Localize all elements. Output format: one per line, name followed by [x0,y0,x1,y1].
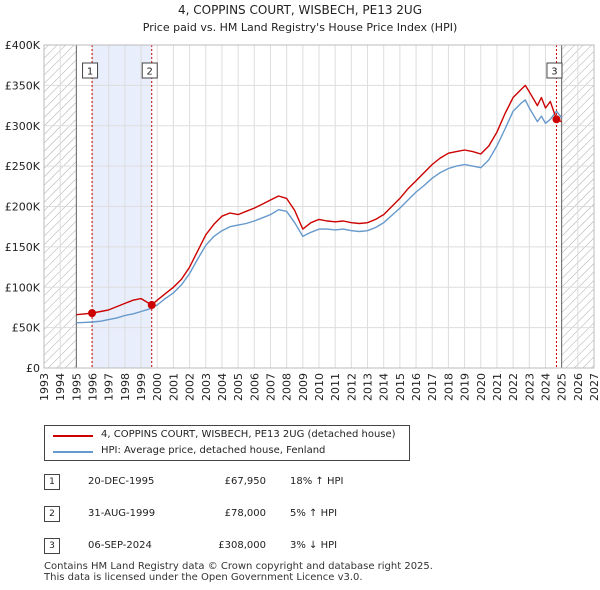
sale-label-box [141,62,158,79]
x-tick-label: 2002 [184,373,197,401]
transaction-price: £78,000 [224,508,266,519]
transaction-number: 3 [44,538,60,554]
x-tick-label: 2026 [572,373,585,401]
legend-swatch-price-paid [53,435,93,437]
legend-swatch-hpi [53,451,93,453]
x-tick-label: 2025 [556,373,569,401]
x-tick-label: 2000 [151,373,164,401]
transaction-row: 1 20-DEC-1995 £67,950 18% ↑ HPI [0,473,600,491]
sale-label-number: 2 [147,67,153,78]
x-tick-label: 1993 [38,373,51,401]
footer: Contains HM Land Registry data © Crown c… [44,561,433,583]
sale-label-number: 1 [87,67,93,78]
x-tick-label: 2021 [491,373,504,401]
y-tick-label: £350K [5,79,41,92]
transaction-hpi-diff: 5% ↑ HPI [290,508,338,519]
transaction-date: 20-DEC-1995 [88,476,155,487]
x-tick-label: 2009 [297,373,310,401]
x-tick-label: 2020 [475,373,488,401]
x-tick-label: 2024 [539,373,552,401]
footer-copyright: Contains HM Land Registry data © Crown c… [44,561,433,572]
transaction-hpi-diff: 3% ↓ HPI [290,540,338,551]
footer-licence: This data is licensed under the Open Gov… [44,572,363,583]
sale-point [552,115,561,124]
sale-label-box [546,62,563,79]
x-tick-label: 1995 [70,373,83,401]
y-tick-label: £300K [5,120,41,133]
x-tick-label: 2022 [507,373,520,401]
price-chart: 4, COPPINS COURT, WISBECH, PE13 2UG Pric… [5,3,600,401]
sale-label-number: 3 [551,67,557,78]
y-tick-label: £150K [5,241,41,254]
transaction-date: 31-AUG-1999 [88,508,156,519]
x-tick-label: 2018 [442,373,455,401]
x-tick-label: 2027 [588,373,600,401]
price-paid-line [76,84,562,316]
x-tick-label: 2004 [216,373,229,401]
chart-subtitle: Price paid vs. HM Land Registry's House … [143,21,458,34]
x-tick-label: 2013 [362,373,375,401]
hpi-line [76,99,563,324]
x-tick-label: 2006 [248,373,261,401]
x-tick-label: 2012 [345,373,358,401]
y-tick-label: £250K [5,160,41,173]
transaction-price: £308,000 [218,540,266,551]
x-tick-label: 2023 [523,373,536,401]
y-tick-label: £200K [5,201,41,214]
transaction-number: 2 [44,506,60,522]
transaction-price: £67,950 [224,476,266,487]
x-tick-label: 1999 [135,373,148,401]
legend: 4, COPPINS COURT, WISBECH, PE13 2UG (det… [44,425,410,461]
y-tick-label: £100K [5,281,41,294]
x-tick-label: 1996 [87,373,100,401]
plot-border [43,44,595,369]
x-tick-label: 2008 [281,373,294,401]
x-tick-label: 2016 [410,373,423,401]
x-tick-label: 2001 [167,373,180,401]
sale-point [147,301,156,310]
y-tick-label: £0 [26,362,40,375]
legend-label-hpi: HPI: Average price, detached house, Fenl… [101,445,326,456]
transaction-hpi-diff: 18% ↑ HPI [290,476,344,487]
x-tick-label: 1997 [103,373,116,401]
x-tick-label: 2011 [329,373,342,401]
transaction-date: 06-SEP-2024 [88,540,152,551]
sale-label-box [82,62,99,79]
transaction-number: 1 [44,474,60,490]
chart-title: 4, COPPINS COURT, WISBECH, PE13 2UG [178,3,422,17]
y-tick-label: £50K [12,322,41,335]
legend-label-price-paid: 4, COPPINS COURT, WISBECH, PE13 2UG (det… [101,429,396,440]
x-tick-label: 2017 [426,373,439,401]
x-tick-label: 2005 [232,373,245,401]
x-tick-label: 1998 [119,373,132,401]
x-tick-label: 2010 [313,373,326,401]
x-tick-label: 1994 [54,373,67,401]
sale-point [88,309,97,318]
transaction-row: 3 06-SEP-2024 £308,000 3% ↓ HPI [0,537,600,555]
y-tick-label: £400K [5,39,41,52]
transaction-row: 2 31-AUG-1999 £78,000 5% ↑ HPI [0,505,600,523]
x-tick-label: 2014 [378,373,391,401]
x-tick-label: 2019 [459,373,472,401]
x-tick-label: 2007 [264,373,277,401]
x-tick-label: 2015 [394,373,407,401]
x-tick-label: 2003 [200,373,213,401]
